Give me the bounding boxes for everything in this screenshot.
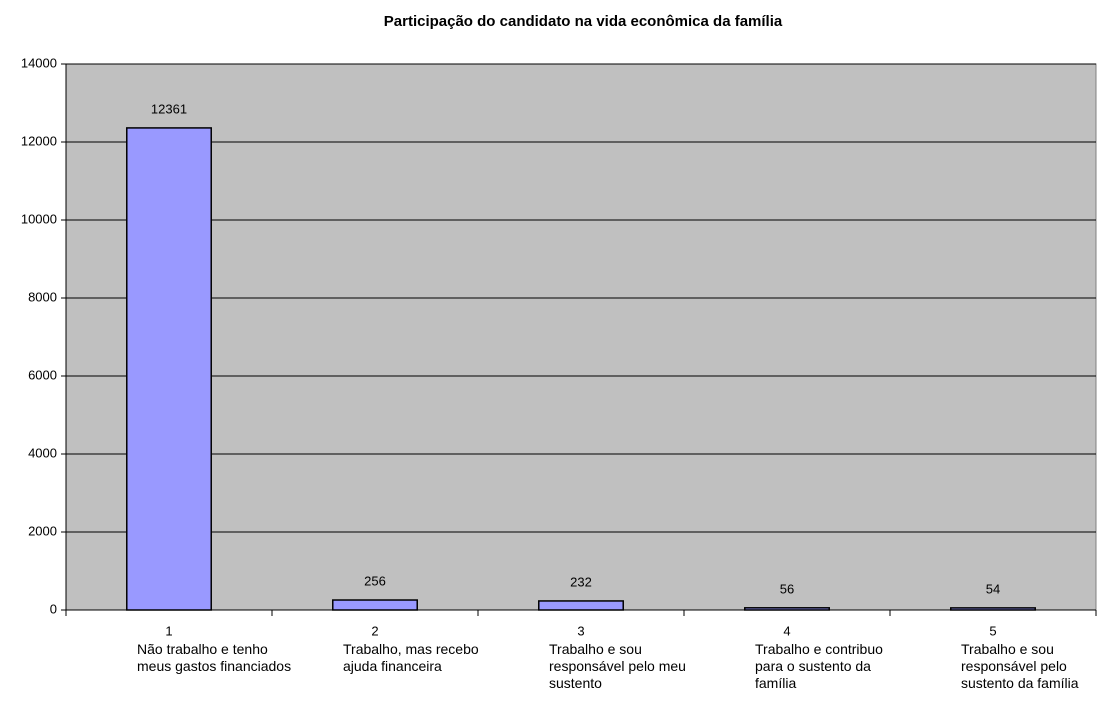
y-tick-label: 2000 [28, 523, 57, 538]
category-description: Trabalho e sou responsável pelo sustento… [961, 641, 1079, 691]
x-tick-label: 2 [371, 623, 378, 638]
bar [538, 600, 624, 611]
chart-title: Participação do candidato na vida econôm… [384, 13, 783, 30]
bar [332, 599, 418, 611]
y-tick-label: 0 [50, 601, 57, 616]
y-tick-label: 12000 [21, 133, 57, 148]
y-tick-label: 4000 [28, 445, 57, 460]
y-tick-label: 14000 [21, 55, 57, 70]
category-description: Trabalho e sou responsável pelo meu sust… [549, 641, 686, 691]
bar [126, 127, 212, 611]
y-tick-label: 6000 [28, 367, 57, 382]
category-description: Trabalho, mas recebo ajuda financeira [343, 641, 479, 674]
value-label: 54 [986, 581, 1000, 596]
category-description: Não trabalho e tenho meus gastos financi… [137, 641, 292, 674]
bar [744, 607, 830, 611]
x-tick-label: 3 [577, 623, 584, 638]
y-tick-label: 8000 [28, 289, 57, 304]
value-label: 12361 [151, 101, 187, 116]
x-tick-label: 5 [989, 623, 996, 638]
category-description: Trabalho e contribuo para o sustento da … [755, 641, 883, 691]
x-tick-label: 1 [165, 623, 172, 638]
bar [950, 607, 1036, 611]
value-label: 56 [780, 581, 794, 596]
value-label: 256 [364, 573, 386, 588]
x-tick-label: 4 [783, 623, 790, 638]
y-tick-label: 10000 [21, 211, 57, 226]
plot-area [65, 63, 1097, 611]
value-label: 232 [570, 574, 592, 589]
